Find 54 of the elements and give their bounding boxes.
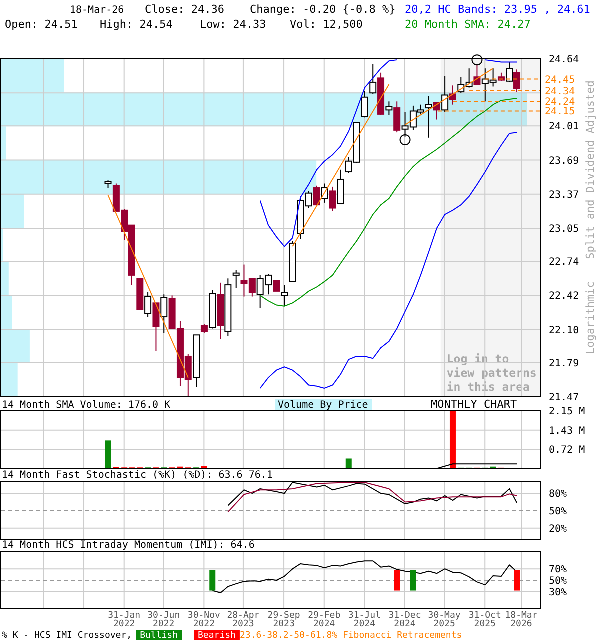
y-tick-label: 23.37 [549, 190, 580, 201]
text: Volume By Price [278, 400, 368, 411]
x-tick-label: 28-Apr 2023 [227, 611, 260, 630]
x-tick-label: 29-Sep 2023 [268, 611, 300, 630]
x-tick-label: 31-Dec 2024 [388, 611, 422, 630]
chart-title: 14 Month SMA Volume: 176.0 K [2, 400, 171, 411]
y-tick-label: 30% [549, 587, 568, 598]
x-tick-label: 29-Feb 2024 [308, 611, 341, 630]
x-tick-label: 18-Mar 2026 [505, 611, 538, 630]
data-label: 24.34 [545, 86, 576, 98]
x-tick-label: 31-Jan 2022 [108, 611, 141, 630]
text: MONTHLY CHART [431, 398, 518, 411]
text: Split and Dividend Adjusted [584, 80, 597, 260]
text: Close: 24.36 [145, 3, 224, 16]
y-tick-label: 21.47 [549, 392, 580, 404]
text: 20 Month SMA: 24.27 [405, 18, 531, 31]
y-tick-label: 22.74 [549, 257, 580, 268]
data-label: 24.24 [545, 97, 576, 108]
x-tick-label: 30-Jun 2022 [148, 611, 180, 630]
y-tick-label: 50% [549, 576, 568, 587]
y-tick-label: 20% [549, 524, 568, 535]
y-tick-label: 70% [549, 564, 568, 576]
text: 23.6-38.2-50-61.8% Fibonacci Retracements [240, 631, 462, 640]
chart-title: 14 Month HCS Intraday Momentum (IMI): 64.6 [2, 540, 255, 551]
text: 20,2 HC Bands: 23.95 , 24.61 [405, 3, 590, 16]
text: Bullish [140, 631, 178, 640]
y-tick-label: 1.43 M [549, 426, 586, 437]
text: Open: 24.51 [5, 18, 78, 31]
chart-title: 18-Mar-26 [70, 5, 124, 16]
x-tick-label: 30-May 2025 [428, 611, 462, 630]
x-tick-label: 30-Nov 2022 [188, 611, 220, 630]
text: Logarithmic [584, 282, 597, 354]
y-tick-label: 24.01 [549, 122, 580, 133]
y-tick-label: 23.05 [549, 224, 580, 236]
y-tick-label: 80% [549, 489, 568, 500]
text: Change: -0.20 {-0.8 %} [250, 3, 396, 16]
data-label: 24.15 [545, 106, 576, 118]
y-tick-label: 24.64 [549, 54, 580, 66]
x-tick-label: 31-Oct 2025 [468, 611, 502, 630]
y-tick-label: 22.42 [549, 291, 580, 302]
y-tick-label: 22.10 [549, 325, 580, 336]
y-tick-label: 50% [549, 506, 568, 518]
text: High: 24.54 [100, 18, 174, 31]
text: Low: 24.33 [200, 18, 266, 31]
chart-title: 14 Month Fast Stochastic (%K) (%D): 63.6 76.1 [2, 470, 273, 481]
x-tick-label: 31-Jul 2024 [348, 611, 381, 630]
data-label: 24.45 [545, 74, 576, 86]
legend-title: % K - HCS IMI Crossover, [2, 631, 132, 640]
y-tick-label: 21.79 [549, 358, 580, 370]
y-tick-label: 0.72 M [549, 445, 586, 456]
text: Bearish [198, 631, 236, 640]
y-tick-label: 2.15 M [549, 406, 586, 418]
y-tick-label: 23.69 [549, 156, 580, 167]
text: Vol: 12,500 [290, 18, 363, 31]
